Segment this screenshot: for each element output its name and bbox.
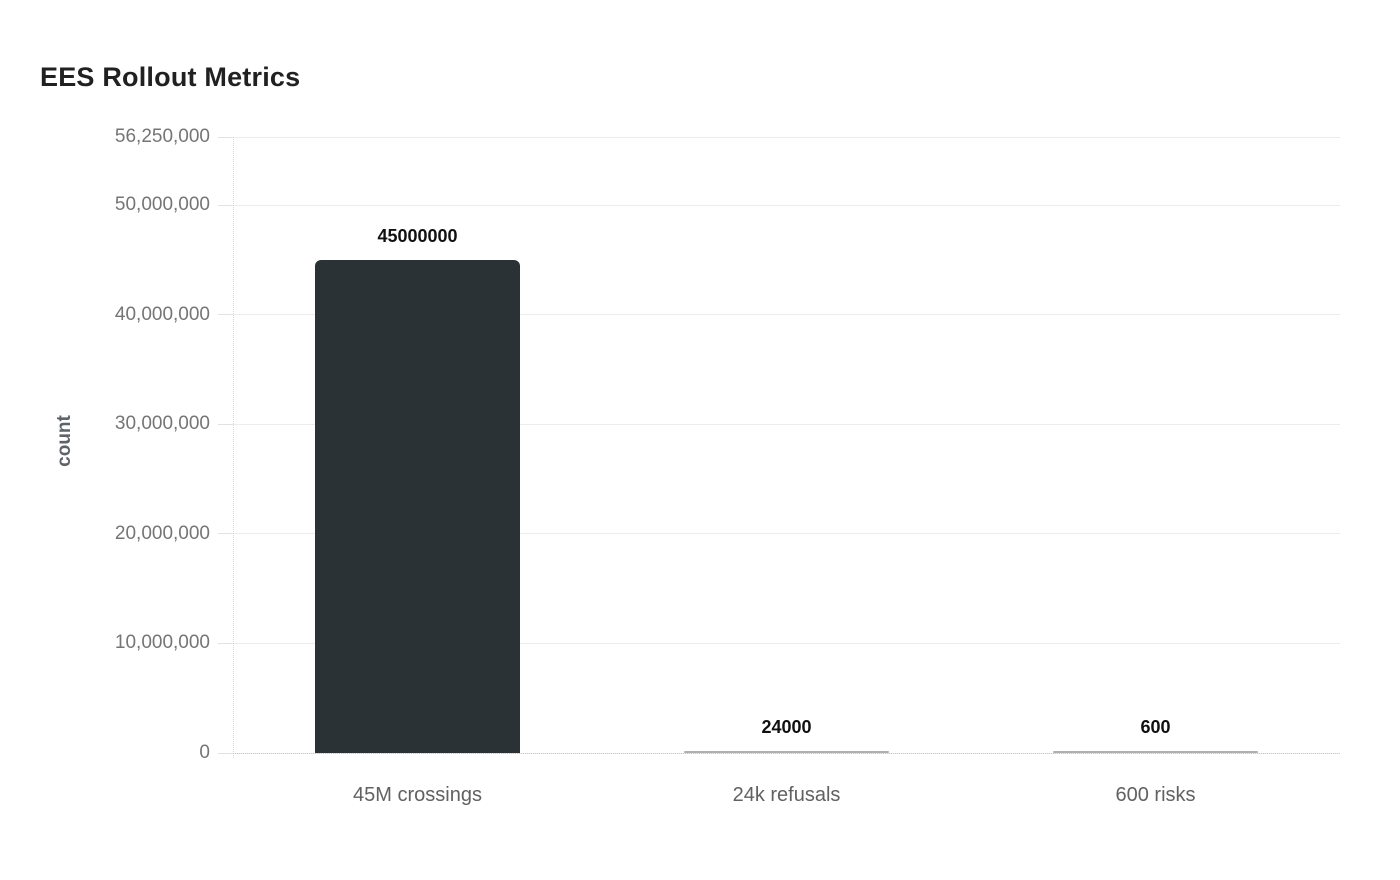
bar-600-risks[interactable]: [1053, 751, 1258, 753]
y-tick-label: 10,000,000: [114, 632, 210, 654]
y-tick-label: 30,000,000: [114, 413, 210, 435]
y-tickmark: [218, 314, 233, 316]
y-tickmark: [218, 423, 233, 425]
x-axis-baseline: [233, 753, 1340, 754]
bar-45m-crossings[interactable]: [315, 260, 520, 753]
y-gridline: [233, 204, 1340, 206]
y-gridline: [233, 533, 1340, 535]
y-tick-label: 40,000,000: [114, 303, 210, 325]
y-gridline: [233, 136, 1340, 138]
y-gridline: [233, 642, 1340, 644]
y-tickmark: [218, 533, 233, 535]
y-tickmark: [218, 136, 233, 138]
y-gridline: [233, 423, 1340, 425]
chart-title: EES Rollout Metrics: [40, 62, 301, 92]
y-axis-title: count: [54, 415, 75, 467]
y-tickmark: [218, 642, 233, 644]
bar-value-label: 45000000: [377, 226, 458, 247]
y-tickmark: [218, 752, 233, 754]
x-axis-category-label: 24k refusals: [732, 784, 841, 806]
x-axis-category-label: 600 risks: [1115, 784, 1196, 806]
y-gridline: [233, 314, 1340, 316]
y-tick-label: 56,250,000: [114, 126, 210, 147]
y-axis-line: [233, 137, 234, 758]
y-tick-label: 20,000,000: [114, 522, 210, 544]
y-tick-label: 50,000,000: [114, 194, 210, 216]
y-tick-label: 0: [199, 742, 210, 763]
bar-value-label: 24000: [761, 717, 812, 737]
bar-value-label: 600: [1140, 717, 1171, 737]
y-tickmark: [218, 204, 233, 206]
x-axis-category-label: 45M crossings: [353, 784, 482, 806]
bar-24k-refusals[interactable]: [684, 751, 889, 753]
